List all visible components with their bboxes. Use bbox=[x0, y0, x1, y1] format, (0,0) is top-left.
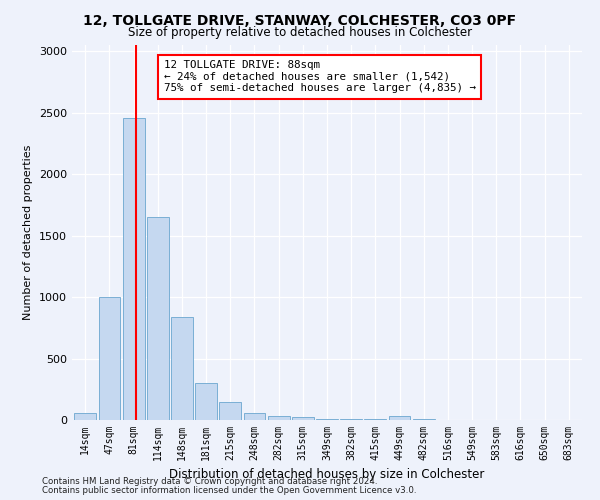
Text: Size of property relative to detached houses in Colchester: Size of property relative to detached ho… bbox=[128, 26, 472, 39]
Bar bbox=[74, 413, 96, 420]
Bar bbox=[123, 118, 145, 420]
Bar bbox=[98, 297, 121, 420]
Text: Contains HM Land Registry data © Crown copyright and database right 2024.: Contains HM Land Registry data © Crown c… bbox=[42, 477, 377, 486]
Bar bbox=[147, 217, 169, 420]
Text: 12, TOLLGATE DRIVE, STANWAY, COLCHESTER, CO3 0PF: 12, TOLLGATE DRIVE, STANWAY, COLCHESTER,… bbox=[83, 14, 517, 28]
Bar bbox=[316, 419, 338, 420]
Text: Contains public sector information licensed under the Open Government Licence v3: Contains public sector information licen… bbox=[42, 486, 416, 495]
Bar bbox=[171, 318, 193, 420]
Bar bbox=[244, 413, 265, 420]
Text: 12 TOLLGATE DRIVE: 88sqm
← 24% of detached houses are smaller (1,542)
75% of sem: 12 TOLLGATE DRIVE: 88sqm ← 24% of detach… bbox=[164, 60, 476, 93]
Bar bbox=[220, 402, 241, 420]
X-axis label: Distribution of detached houses by size in Colchester: Distribution of detached houses by size … bbox=[169, 468, 485, 481]
Bar bbox=[389, 416, 410, 420]
Bar bbox=[292, 417, 314, 420]
Bar bbox=[195, 383, 217, 420]
Bar bbox=[268, 416, 290, 420]
Y-axis label: Number of detached properties: Number of detached properties bbox=[23, 145, 34, 320]
